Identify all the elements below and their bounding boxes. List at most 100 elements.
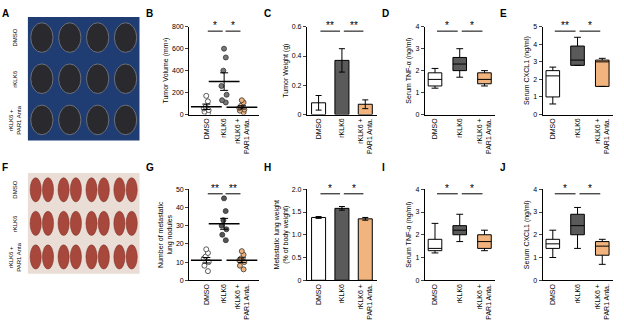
svg-text:G: G xyxy=(146,162,154,173)
svg-text:H: H xyxy=(264,162,271,173)
svg-text:20: 20 xyxy=(176,240,184,247)
svg-text:3: 3 xyxy=(415,45,419,52)
svg-text:10: 10 xyxy=(176,259,184,266)
svg-text:1: 1 xyxy=(415,89,419,96)
svg-text:Number of metastaticlung nodul: Number of metastaticlung nodules xyxy=(157,201,174,268)
svg-text:0.2: 0.2 xyxy=(292,82,302,89)
svg-text:rKLK6: rKLK6 xyxy=(338,118,345,138)
svg-text:*: * xyxy=(588,183,592,194)
svg-text:rKLK6 +PAR1 Anta: rKLK6 +PAR1 Anta xyxy=(8,242,22,272)
svg-text:rKLK6: rKLK6 xyxy=(574,118,581,138)
svg-text:DMSO: DMSO xyxy=(12,180,18,198)
svg-text:2: 2 xyxy=(533,231,537,238)
svg-text:**: ** xyxy=(211,183,219,194)
svg-text:0.5: 0.5 xyxy=(292,254,302,261)
svg-text:Serum TNF-α (ng/ml): Serum TNF-α (ng/ml) xyxy=(405,202,413,268)
svg-text:*: * xyxy=(588,20,592,31)
svg-text:Serum CXCL1 (ng/ml): Serum CXCL1 (ng/ml) xyxy=(523,36,531,105)
svg-text:I: I xyxy=(382,162,385,173)
svg-text:E: E xyxy=(500,8,507,19)
svg-text:800: 800 xyxy=(172,23,184,30)
svg-text:rKLK6: rKLK6 xyxy=(574,284,581,304)
svg-text:*: * xyxy=(445,20,449,31)
svg-text:D: D xyxy=(382,8,389,19)
svg-text:Tumor Weight (g): Tumor Weight (g) xyxy=(282,44,290,98)
svg-text:**: ** xyxy=(326,20,334,31)
svg-text:0.4: 0.4 xyxy=(292,52,302,59)
svg-text:**: ** xyxy=(561,20,569,31)
svg-text:DMSO: DMSO xyxy=(203,118,210,140)
svg-text:0: 0 xyxy=(180,111,184,118)
svg-text:1.5: 1.5 xyxy=(292,208,302,215)
svg-text:rKLK6 +PAR1 Anta.: rKLK6 +PAR1 Anta. xyxy=(357,284,373,320)
svg-text:600: 600 xyxy=(172,45,184,52)
svg-text:DMSO: DMSO xyxy=(315,118,322,140)
svg-text:rKLK6: rKLK6 xyxy=(220,118,227,138)
svg-text:*: * xyxy=(445,183,449,194)
svg-text:0: 0 xyxy=(180,277,184,284)
svg-text:4: 4 xyxy=(533,186,537,193)
svg-text:rKLK6: rKLK6 xyxy=(12,70,18,87)
svg-text:**: ** xyxy=(350,20,358,31)
svg-text:rKLK6: rKLK6 xyxy=(338,284,345,304)
svg-text:5: 5 xyxy=(533,23,537,30)
svg-text:4: 4 xyxy=(533,41,537,48)
svg-text:*: * xyxy=(231,20,235,31)
svg-text:4: 4 xyxy=(415,186,419,193)
svg-text:F: F xyxy=(2,162,8,173)
svg-text:rKLK6 +PAR1 Anta.: rKLK6 +PAR1 Anta. xyxy=(476,284,492,320)
svg-text:4: 4 xyxy=(415,23,419,30)
svg-text:1: 1 xyxy=(415,254,419,261)
svg-text:DMSO: DMSO xyxy=(203,283,210,305)
svg-text:2: 2 xyxy=(533,76,537,83)
svg-text:Serum TNF-α (ng/ml): Serum TNF-α (ng/ml) xyxy=(405,38,413,104)
svg-text:0: 0 xyxy=(298,277,302,284)
svg-text:200: 200 xyxy=(172,89,184,96)
svg-text:2: 2 xyxy=(415,231,419,238)
svg-text:rKLK6 +PAR1 Anta.: rKLK6 +PAR1 Anta. xyxy=(594,118,610,154)
svg-text:0: 0 xyxy=(415,111,419,118)
svg-text:3: 3 xyxy=(415,208,419,215)
svg-text:rKLK6 +PAR1 Anta: rKLK6 +PAR1 Anta xyxy=(8,105,22,135)
svg-text:40: 40 xyxy=(176,204,184,211)
svg-text:DMSO: DMSO xyxy=(549,283,556,305)
svg-text:0: 0 xyxy=(298,111,302,118)
svg-text:**: ** xyxy=(229,183,237,194)
svg-text:Tumor Volume (mm³): Tumor Volume (mm³) xyxy=(162,38,170,104)
svg-text:C: C xyxy=(264,8,271,19)
svg-text:2.0: 2.0 xyxy=(292,186,302,193)
svg-text:Serum CXCL1 (ng/ml): Serum CXCL1 (ng/ml) xyxy=(523,200,531,269)
svg-text:0: 0 xyxy=(533,277,537,284)
svg-text:0.6: 0.6 xyxy=(292,23,302,30)
svg-text:*: * xyxy=(470,183,474,194)
svg-text:DMSO: DMSO xyxy=(12,28,18,46)
svg-text:1: 1 xyxy=(533,254,537,261)
svg-text:rKLK6 +PAR1 Anta.: rKLK6 +PAR1 Anta. xyxy=(234,284,250,320)
svg-text:2: 2 xyxy=(415,67,419,74)
svg-text:B: B xyxy=(146,8,153,19)
svg-text:3: 3 xyxy=(533,58,537,65)
svg-text:400: 400 xyxy=(172,67,184,74)
svg-text:DMSO: DMSO xyxy=(431,283,438,305)
svg-text:rKLK6: rKLK6 xyxy=(220,284,227,304)
svg-text:0: 0 xyxy=(415,277,419,284)
svg-text:rKLK6: rKLK6 xyxy=(12,215,18,232)
svg-text:rKLK6 +PAR1 Anta.: rKLK6 +PAR1 Anta. xyxy=(234,118,250,154)
svg-text:*: * xyxy=(328,183,332,194)
svg-text:DMSO: DMSO xyxy=(431,118,438,140)
svg-text:rKLK6 +PAR1 Anta.: rKLK6 +PAR1 Anta. xyxy=(357,118,373,154)
svg-text:3: 3 xyxy=(533,208,537,215)
svg-text:rKLK6: rKLK6 xyxy=(456,284,463,304)
svg-text:0: 0 xyxy=(533,111,537,118)
svg-text:*: * xyxy=(352,183,356,194)
svg-text:A: A xyxy=(2,8,9,19)
svg-text:J: J xyxy=(500,162,506,173)
svg-text:50: 50 xyxy=(176,186,184,193)
svg-text:rKLK6 +PAR1 Anta.: rKLK6 +PAR1 Anta. xyxy=(476,118,492,154)
svg-text:30: 30 xyxy=(176,222,184,229)
svg-text:*: * xyxy=(563,183,567,194)
svg-text:rKLK6 +PAR1 Anta.: rKLK6 +PAR1 Anta. xyxy=(594,284,610,320)
svg-text:rKLK6: rKLK6 xyxy=(456,118,463,138)
svg-text:1: 1 xyxy=(533,93,537,100)
svg-text:*: * xyxy=(213,20,217,31)
